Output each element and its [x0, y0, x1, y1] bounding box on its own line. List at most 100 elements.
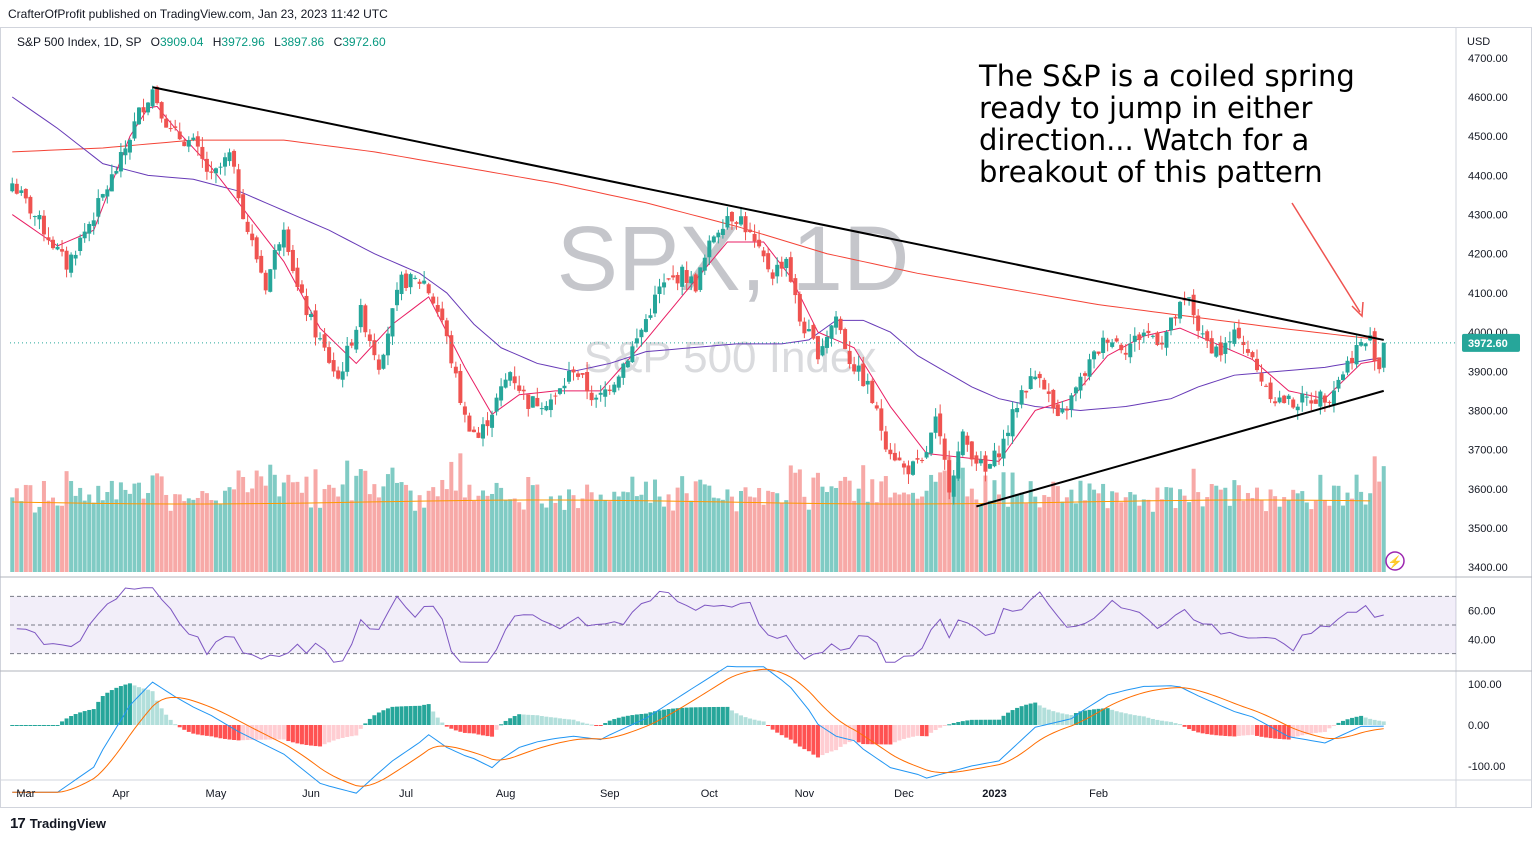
candle-body — [376, 359, 381, 370]
macd-histogram-bar — [435, 717, 440, 725]
volume-bar — [1236, 485, 1241, 572]
candle-body — [272, 249, 277, 270]
candle-body — [580, 373, 585, 375]
candle-body — [512, 376, 517, 384]
volume-bar — [204, 493, 209, 572]
macd-histogram-bar — [553, 717, 558, 725]
macd-histogram-bar — [82, 711, 87, 725]
volume-bar — [481, 490, 485, 572]
tradingview-brand[interactable]: 17 TradingView — [10, 815, 106, 832]
candle-body — [693, 274, 698, 292]
macd-histogram-bar — [494, 725, 499, 730]
candle-body — [73, 254, 78, 259]
volume-bar — [435, 496, 440, 572]
macd-histogram-bar — [897, 725, 902, 741]
volume-bar — [186, 498, 191, 572]
price-tick-label: 4100.00 — [1468, 288, 1508, 300]
candle-body — [28, 196, 33, 214]
time-tick-label: Dec — [894, 788, 914, 800]
candle-body — [105, 189, 110, 197]
candle-body — [856, 365, 861, 372]
volume-bar — [834, 487, 839, 572]
candle-body — [1264, 385, 1269, 387]
volume-bar — [431, 487, 436, 572]
volume-bar — [811, 477, 816, 572]
volume-bar — [675, 487, 680, 572]
macd-histogram-bar — [580, 722, 585, 725]
macd-histogram-bar — [512, 716, 517, 725]
macd-histogram-bar — [1368, 718, 1373, 725]
volume-bar — [594, 500, 599, 572]
volume-bar — [37, 506, 42, 572]
candle-body — [458, 370, 463, 404]
macd-histogram-bar — [254, 725, 259, 740]
volume-bar — [1028, 481, 1033, 572]
macd-histogram-bar — [1300, 725, 1305, 736]
volume-bar — [358, 469, 363, 572]
volume-bar — [915, 498, 920, 572]
macd-histogram-bar — [1250, 725, 1255, 735]
macd-histogram-bar — [127, 683, 132, 725]
candle-body — [662, 282, 667, 288]
macd-histogram-bar — [729, 710, 734, 725]
volume-bar — [408, 490, 413, 572]
macd-histogram-bar — [1255, 725, 1259, 736]
volume-bar — [462, 497, 467, 572]
volume-bar — [739, 490, 743, 572]
time-tick-label: Feb — [1089, 788, 1108, 800]
annotation-line: The S&P is a coiled spring — [979, 59, 1355, 93]
volume-bar — [1350, 498, 1355, 572]
symbol-line: S&P 500 Index, 1D, SP — [17, 35, 142, 49]
macd-histogram-bar — [295, 725, 300, 744]
macd-histogram-bar — [96, 701, 101, 725]
candle-body — [1123, 352, 1128, 355]
macd-histogram-bar — [372, 715, 377, 725]
candle-body — [743, 216, 748, 233]
macd-histogram-bar — [616, 717, 621, 725]
candle-body — [404, 273, 409, 289]
volume-bar — [535, 484, 540, 572]
volume-bar — [14, 488, 19, 572]
candle-body — [186, 140, 191, 147]
volume-bar — [924, 490, 929, 572]
volume-bar — [1128, 492, 1133, 572]
macd-histogram-bar — [19, 725, 24, 726]
candle-body — [1282, 395, 1287, 404]
macd-histogram-bar — [589, 724, 594, 726]
chart-annotation[interactable]: The S&P is a coiled spring ready to jump… — [979, 60, 1399, 188]
macd-histogram-bar — [385, 708, 390, 725]
volume-bar — [1359, 491, 1364, 572]
macd-histogram-bar — [883, 725, 888, 745]
volume-bar — [883, 476, 888, 572]
volume-bar — [1164, 487, 1169, 572]
macd-histogram-bar — [924, 725, 929, 737]
volume-bar — [978, 505, 983, 572]
macd-histogram-bar — [272, 725, 277, 740]
macd-histogram-bar — [404, 706, 409, 725]
volume-bar — [625, 492, 630, 572]
candle-body — [775, 264, 780, 277]
volume-bar — [1064, 497, 1069, 572]
volume-bar — [1273, 496, 1278, 572]
candle-body — [616, 376, 621, 388]
macd-histogram-bar — [413, 705, 418, 725]
volume-bar — [290, 482, 295, 572]
candle-body — [960, 431, 965, 456]
volume-bar — [1110, 491, 1115, 572]
volume-bar — [1033, 496, 1038, 572]
macd-tick-label: -100.00 — [1468, 761, 1505, 773]
volume-bar — [671, 510, 676, 572]
volume-bar — [376, 497, 381, 572]
candle-body — [969, 441, 974, 460]
candle-body — [625, 360, 630, 368]
candle-body — [548, 399, 553, 411]
macd-histogram-bar — [1304, 725, 1309, 735]
macd-histogram-bar — [997, 719, 1001, 725]
macd-histogram-bar — [309, 725, 313, 746]
volume-bar — [46, 500, 51, 572]
ascending-support-trendline — [976, 389, 1385, 508]
macd-histogram-bar — [521, 714, 526, 725]
macd-histogram-bar — [1259, 725, 1264, 737]
volume-bar — [1331, 485, 1336, 572]
